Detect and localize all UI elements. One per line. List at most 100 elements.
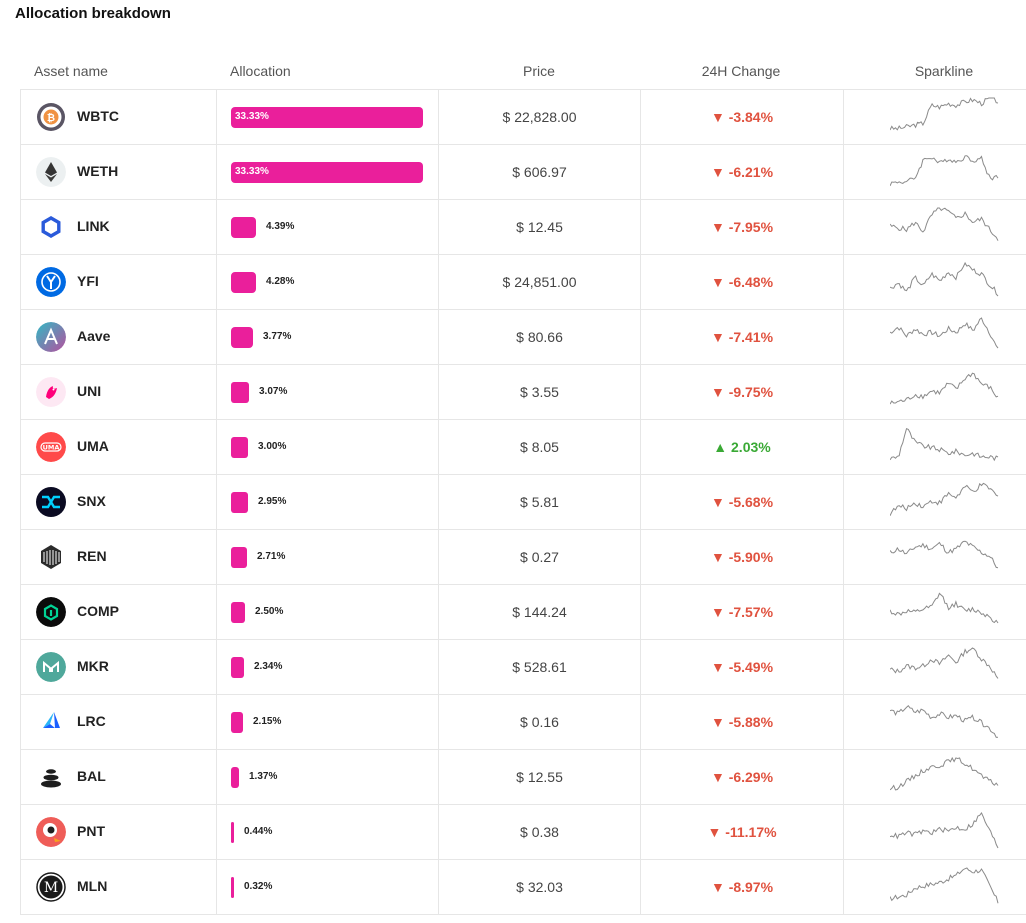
change-value: -8.97% xyxy=(728,879,774,895)
uma-logo-icon: UMA xyxy=(36,432,66,462)
asset-symbol: LRC xyxy=(77,713,106,729)
column-header-asset[interactable]: Asset name xyxy=(34,63,108,79)
change-cell: ▼ -5.88% xyxy=(641,695,844,749)
change-cell: ▼ -6.29% xyxy=(641,750,844,804)
table-row[interactable]: YFI 4.28% $ 24,851.00 ▼ -6.48% xyxy=(21,255,1026,310)
allocation-bar xyxy=(231,272,256,293)
sparkline-chart xyxy=(890,428,999,462)
table-row[interactable]: LRC 2.15% $ 0.16 ▼ -5.88% xyxy=(21,695,1026,750)
change-cell: ▲ 2.03% xyxy=(641,420,844,474)
page-title: Allocation breakdown xyxy=(15,5,171,22)
change-cell: ▼ -11.17% xyxy=(641,805,844,859)
sparkline-cell xyxy=(844,145,1026,199)
price-cell: $ 528.61 xyxy=(439,640,641,694)
arrow-down-icon: ▼ xyxy=(710,329,725,345)
price-cell: $ 0.27 xyxy=(439,530,641,584)
table-row[interactable]: UMA UMA 3.00% $ 8.05 ▲ 2.03% xyxy=(21,420,1026,475)
column-header-change[interactable]: 24H Change xyxy=(701,63,781,79)
price-cell: $ 144.24 xyxy=(439,585,641,639)
table-row[interactable]: LINK 4.39% $ 12.45 ▼ -7.95% xyxy=(21,200,1026,255)
allocation-cell: 0.32% xyxy=(217,860,439,914)
arrow-down-icon: ▼ xyxy=(710,384,725,400)
sparkline-chart xyxy=(890,372,999,405)
asset-cell: UMA UMA xyxy=(21,420,217,474)
sparkline-cell xyxy=(844,860,1026,914)
allocation-cell: 4.28% xyxy=(217,255,439,309)
change-cell: ▼ -9.75% xyxy=(641,365,844,419)
svg-text:₿: ₿ xyxy=(47,112,55,124)
comp-logo-icon xyxy=(36,597,66,627)
allocation-bar xyxy=(231,767,239,788)
change-value: -6.21% xyxy=(728,164,774,180)
arrow-down-icon: ▼ xyxy=(707,824,722,840)
price-cell: $ 8.05 xyxy=(439,420,641,474)
arrow-down-icon: ▼ xyxy=(710,769,725,785)
table-row[interactable]: MKR 2.34% $ 528.61 ▼ -5.49% xyxy=(21,640,1026,695)
column-header-price[interactable]: Price xyxy=(523,63,555,79)
table-header: Asset name Allocation Price 24H Change S… xyxy=(20,58,1026,88)
arrow-down-icon: ▼ xyxy=(710,659,725,675)
change-value: -5.49% xyxy=(728,659,774,675)
table-row[interactable]: PNT 0.44% $ 0.38 ▼ -11.17% xyxy=(21,805,1026,860)
change-value: -5.88% xyxy=(728,714,774,730)
change-value: -6.48% xyxy=(728,274,774,290)
change-cell: ▼ -5.49% xyxy=(641,640,844,694)
table-row[interactable]: ₿ WBTC 33.33% $ 22,828.00 ▼ -3.84% xyxy=(21,90,1026,145)
allocation-value: 3.00% xyxy=(258,441,287,452)
allocation-value: 0.44% xyxy=(244,826,273,837)
allocation-value: 1.37% xyxy=(249,771,278,782)
price-cell: $ 32.03 xyxy=(439,860,641,914)
table-row[interactable]: SNX 2.95% $ 5.81 ▼ -5.68% xyxy=(21,475,1026,530)
allocation-cell: 4.39% xyxy=(217,200,439,254)
weth-logo-icon xyxy=(36,157,66,187)
asset-cell: Aave xyxy=(21,310,217,364)
arrow-down-icon: ▼ xyxy=(710,604,725,620)
table-row[interactable]: UNI 3.07% $ 3.55 ▼ -9.75% xyxy=(21,365,1026,420)
sparkline-cell xyxy=(844,420,1026,474)
asset-symbol: BAL xyxy=(77,768,106,784)
asset-symbol: WBTC xyxy=(77,108,119,124)
column-header-allocation[interactable]: Allocation xyxy=(230,63,291,79)
change-value: -5.90% xyxy=(728,549,774,565)
table-row[interactable]: BAL 1.37% $ 12.55 ▼ -6.29% xyxy=(21,750,1026,805)
allocation-value: 4.39% xyxy=(266,221,295,232)
change-value: -7.41% xyxy=(728,329,774,345)
aave-logo-icon xyxy=(36,322,66,352)
uni-logo-icon xyxy=(36,377,66,407)
table-row[interactable]: COMP 2.50% $ 144.24 ▼ -7.57% xyxy=(21,585,1026,640)
allocation-cell: 2.15% xyxy=(217,695,439,749)
asset-cell: BAL xyxy=(21,750,217,804)
change-cell: ▼ -6.21% xyxy=(641,145,844,199)
lrc-logo-icon xyxy=(36,707,66,737)
table-row[interactable]: REN 2.71% $ 0.27 ▼ -5.90% xyxy=(21,530,1026,585)
change-value: 2.03% xyxy=(731,439,771,455)
allocation-cell: 2.50% xyxy=(217,585,439,639)
table-row[interactable]: Aave 3.77% $ 80.66 ▼ -7.41% xyxy=(21,310,1026,365)
price-cell: $ 22,828.00 xyxy=(439,90,641,144)
change-value: -6.29% xyxy=(728,769,774,785)
table-row[interactable]: WETH 33.33% $ 606.97 ▼ -6.21% xyxy=(21,145,1026,200)
allocation-cell: 2.95% xyxy=(217,475,439,529)
sparkline-chart xyxy=(890,317,999,349)
asset-symbol: UMA xyxy=(77,438,109,454)
sparkline-cell xyxy=(844,475,1026,529)
allocation-bar xyxy=(231,657,244,678)
column-header-sparkline: Sparkline xyxy=(914,63,974,79)
allocation-cell: 2.71% xyxy=(217,530,439,584)
sparkline-cell xyxy=(844,200,1026,254)
sparkline-chart xyxy=(890,592,999,624)
asset-symbol: Aave xyxy=(77,328,111,344)
price-cell: $ 5.81 xyxy=(439,475,641,529)
sparkline-cell xyxy=(844,90,1026,144)
allocation-bar xyxy=(231,877,234,898)
allocation-bar xyxy=(231,712,243,733)
allocation-cell: 2.34% xyxy=(217,640,439,694)
sparkline-cell xyxy=(844,310,1026,364)
sparkline-cell xyxy=(844,585,1026,639)
sparkline-chart xyxy=(890,812,999,849)
table-row[interactable]: M MLN 0.32% $ 32.03 ▼ -8.97% xyxy=(21,860,1026,915)
asset-cell: WETH xyxy=(21,145,217,199)
allocation-bar xyxy=(231,327,253,348)
asset-cell: M MLN xyxy=(21,860,217,914)
change-cell: ▼ -3.84% xyxy=(641,90,844,144)
